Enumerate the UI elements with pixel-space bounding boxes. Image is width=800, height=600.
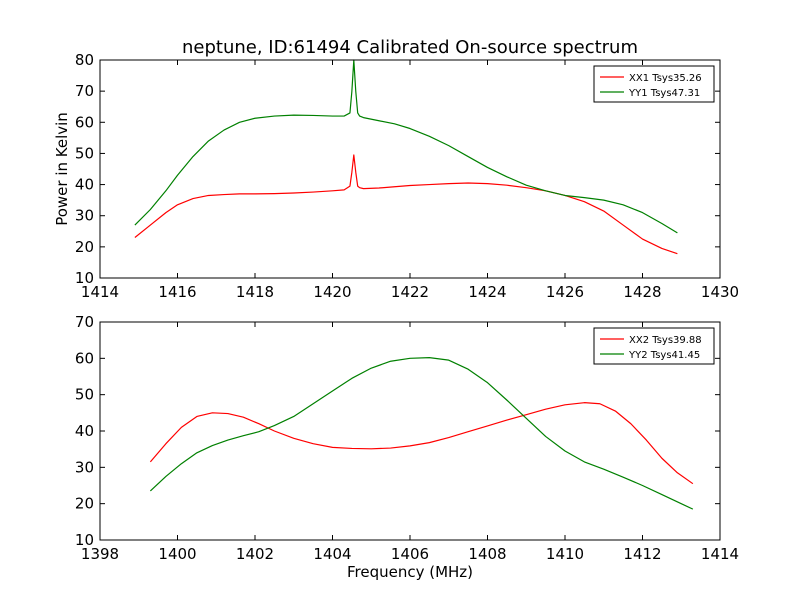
x-tick-label: 1422 (391, 283, 429, 301)
bottom-spectrum-plot: 1398 1400 1402 1404 1406 1408 1410 1412 1414 10 20… (75, 313, 739, 563)
x-tick-label: 1404 (313, 545, 351, 563)
y-axis-label: Power in Kelvin (53, 112, 71, 226)
x-tick-label: 1430 (701, 283, 739, 301)
series-line-1-2 (134, 59, 678, 234)
x-tick-label: 1412 (623, 545, 661, 563)
x-tick-label: 1414 (701, 545, 739, 563)
chart-title: neptune, ID:61494 Calibrated On-source s… (182, 37, 638, 58)
x-tick-label: 1400 (158, 545, 196, 563)
legend: XX1 Tsys35.26 YY1 Tsys47.31 (593, 65, 715, 103)
legend-box (593, 327, 715, 365)
y-tick-label: 50 (75, 144, 94, 162)
legend-entry: XX2 Tsys39.88 (629, 335, 702, 346)
x-tick-label: 1418 (236, 283, 274, 301)
x-tick-label: 1410 (546, 545, 584, 563)
x-tick-label: 1416 (158, 283, 196, 301)
y-tick-label: 40 (75, 176, 94, 194)
x-tick-label: 1414 (81, 283, 119, 301)
y-tick-label: 10 (75, 269, 94, 287)
series-line-2-1 (149, 402, 694, 485)
y-tick-label: 60 (75, 349, 94, 367)
y-tick-label: 10 (75, 531, 94, 549)
legend-box (593, 65, 715, 103)
series-line-1-1 (134, 154, 678, 255)
x-tick-label: 1402 (236, 545, 274, 563)
legend: XX2 Tsys39.88 YY2 Tsys41.45 (593, 327, 715, 365)
y-tick-label: 20 (75, 238, 94, 256)
y-tick-label: 50 (75, 386, 94, 404)
x-axis-label: Frequency (MHz) (347, 563, 473, 581)
x-tick-label: 1424 (468, 283, 506, 301)
x-tick-label: 1426 (546, 283, 584, 301)
x-tick-label: 1428 (623, 283, 661, 301)
x-tick-label: 1408 (468, 545, 506, 563)
x-tick-label: 1420 (313, 283, 351, 301)
y-tick-label: 60 (75, 113, 94, 131)
x-tick-label: 1406 (391, 545, 429, 563)
legend-entry: XX1 Tsys35.26 (629, 73, 702, 84)
series-line-2-2 (149, 357, 694, 510)
y-tick-label: 70 (75, 82, 94, 100)
legend-entry: YY1 Tsys47.31 (628, 88, 700, 99)
top-spectrum-plot: 1414 1416 1418 1420 1422 1424 1426 1428 1430 10 20… (75, 51, 739, 301)
legend-entry: YY2 Tsys41.45 (628, 350, 700, 361)
x-tick-label: 1398 (81, 545, 119, 563)
y-tick-label: 30 (75, 458, 94, 476)
y-tick-label: 40 (75, 422, 94, 440)
y-tick-label: 70 (75, 313, 94, 331)
y-tick-label: 80 (75, 51, 94, 69)
y-tick-label: 20 (75, 495, 94, 513)
y-tick-label: 30 (75, 207, 94, 225)
